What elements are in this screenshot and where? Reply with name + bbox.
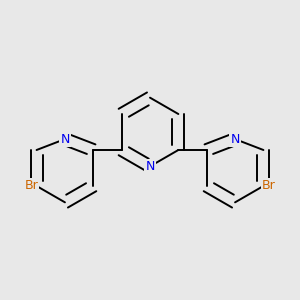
Text: Br: Br [262, 179, 276, 193]
Text: Br: Br [24, 179, 38, 193]
Text: N: N [145, 160, 155, 173]
Text: N: N [230, 133, 240, 146]
Text: N: N [60, 133, 70, 146]
